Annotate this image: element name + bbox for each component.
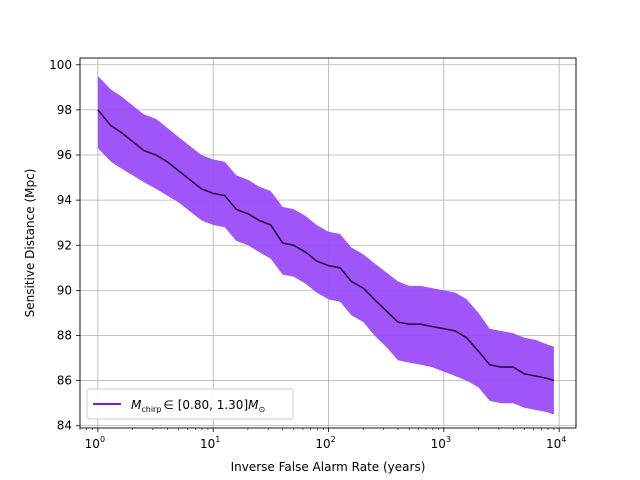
series-line-layer [97,109,555,382]
confidence-band-layer [97,76,554,415]
plot-area-frame [79,57,577,429]
x-axis-label: Inverse False Alarm Rate (years) [231,460,426,474]
x-tick-label: 101 [200,435,220,451]
y-tick-label: 98 [57,103,72,117]
y-tick-label: 96 [57,148,72,162]
y-tick-label: 84 [57,419,72,433]
y-tick-label: 92 [57,238,72,252]
y-tick-label: 88 [57,329,72,343]
y-axis-label: Sensitive Distance (Mpc) [23,169,37,318]
x-tick-label: 103 [431,435,451,451]
legend-frame [86,388,294,420]
x-tick-label: 104 [546,435,566,451]
y-tick-label: 90 [57,283,72,297]
y-axis-ticks: 84 86 88 90 92 94 96 98 100 [49,58,80,433]
y-tick-label: 94 [57,193,72,207]
y-tick-label: 100 [49,58,72,72]
x-tick-label: 100 [85,435,105,451]
x-tick-label: 102 [315,435,335,451]
legend: Mchirp ∈ [0.80, 1.30]M⊙ [86,388,294,420]
y-tick-label: 86 [57,374,72,388]
confidence-band [97,76,554,415]
legend-label: Mchirp ∈ [0.80, 1.30]M⊙ [131,398,265,414]
series-line [97,109,555,382]
x-axis-ticks: 100 101 102 103 104 [79,428,566,451]
